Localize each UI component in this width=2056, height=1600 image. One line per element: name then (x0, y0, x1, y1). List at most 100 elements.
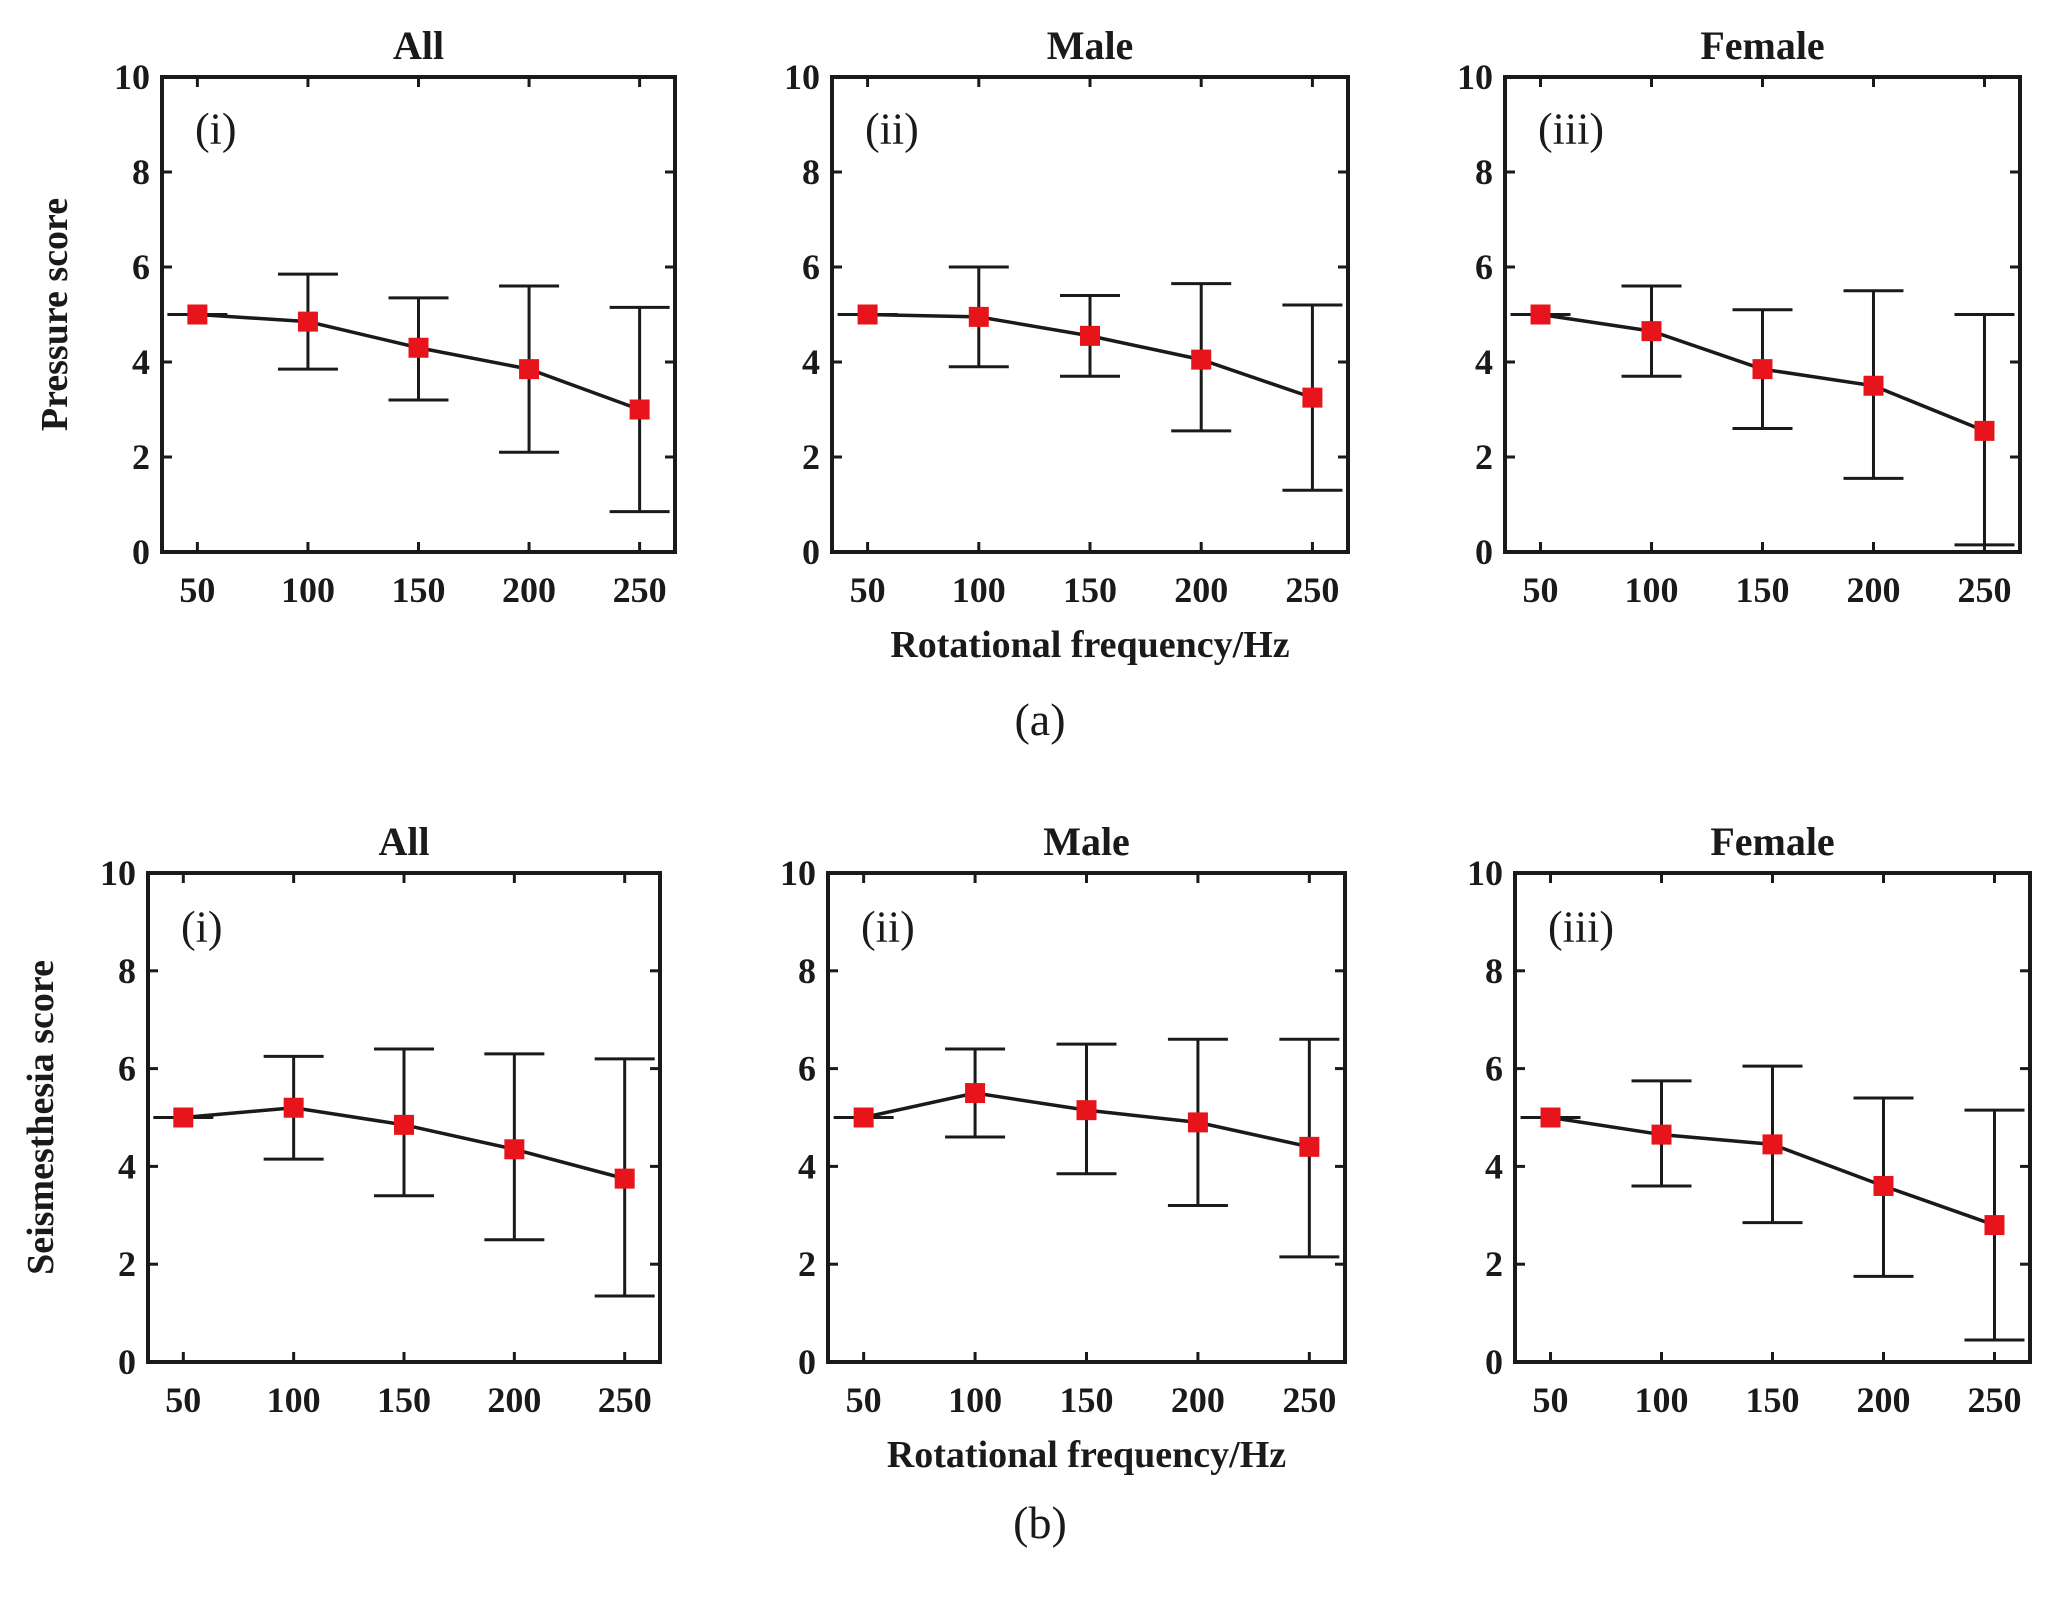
y-axis-label: Seismesthesia score (20, 960, 62, 1275)
data-point (283, 1097, 304, 1118)
y-tick-label: 8 (798, 951, 816, 991)
y-tick-label: 10 (780, 853, 816, 893)
data-point (1762, 1134, 1783, 1155)
x-tick-label: 200 (1171, 1380, 1225, 1420)
x-tick-label: 100 (267, 1380, 321, 1420)
panel-title: All (393, 23, 444, 68)
x-tick-label: 200 (1846, 570, 1900, 610)
data-point (1863, 375, 1884, 396)
y-tick-label: 4 (118, 1146, 136, 1186)
y-tick-label: 0 (118, 1342, 136, 1382)
x-tick-label: 250 (1282, 1380, 1336, 1420)
panel-label: (i) (195, 105, 237, 154)
x-tick-label: 150 (1060, 1380, 1114, 1420)
data-point (1984, 1215, 2005, 1236)
y-tick-label: 8 (118, 951, 136, 991)
data-point (408, 337, 429, 358)
x-tick-label: 100 (1625, 570, 1679, 610)
data-point (1540, 1107, 1561, 1128)
panel-label: (i) (181, 902, 223, 951)
y-tick-label: 4 (802, 342, 820, 382)
x-tick-label: 50 (850, 570, 886, 610)
y-tick-label: 4 (1485, 1146, 1503, 1186)
x-tick-label: 150 (1063, 570, 1117, 610)
panel-label: (iii) (1548, 902, 1614, 951)
figure-tag-a: (a) (1014, 694, 1065, 745)
data-point (968, 306, 989, 327)
x-tick-label: 100 (1635, 1380, 1689, 1420)
x-tick-label: 50 (179, 570, 215, 610)
x-tick-label: 250 (1285, 570, 1339, 610)
x-tick-label: 200 (487, 1380, 541, 1420)
y-tick-label: 6 (798, 1049, 816, 1089)
y-tick-label: 8 (802, 152, 820, 192)
y-tick-label: 2 (798, 1244, 816, 1284)
panel-title: Male (1043, 819, 1130, 864)
data-point (519, 359, 540, 380)
y-tick-label: 10 (784, 57, 820, 97)
y-tick-label: 6 (1485, 1049, 1503, 1089)
data-point (504, 1139, 525, 1160)
x-tick-label: 50 (846, 1380, 882, 1420)
data-point (1076, 1100, 1097, 1121)
y-tick-label: 8 (1475, 152, 1493, 192)
data-point (1191, 349, 1212, 370)
y-tick-label: 2 (802, 437, 820, 477)
y-tick-label: 0 (132, 532, 150, 572)
y-tick-label: 4 (132, 342, 150, 382)
y-tick-label: 4 (798, 1146, 816, 1186)
x-tick-label: 150 (1736, 570, 1790, 610)
x-tick-label: 50 (1523, 570, 1559, 610)
data-point (1641, 321, 1662, 342)
y-tick-label: 0 (1475, 532, 1493, 572)
data-point (1873, 1175, 1894, 1196)
x-tick-label: 50 (1533, 1380, 1569, 1420)
panel-b-female: Female (iii) 0 2 4 6 8 10 50 100 150 200 250 (1467, 819, 2032, 1420)
panel-a-female: Female (iii) 0 2 4 6 8 10 50 100 150 200 250 (1457, 23, 2022, 610)
y-tick-label: 6 (802, 247, 820, 287)
data-point (1530, 304, 1551, 325)
x-axis-label: Rotational frequency/Hz (890, 624, 1289, 666)
x-tick-label: 200 (1174, 570, 1228, 610)
data-point (1651, 1124, 1672, 1145)
x-tick-label: 100 (948, 1380, 1002, 1420)
panel-b-all: All (i) 0 2 4 6 8 10 50 100 150 200 250 Seismesthesia… (20, 819, 662, 1420)
data-point (1080, 325, 1100, 346)
y-tick-label: 0 (802, 532, 820, 572)
x-tick-label: 150 (1746, 1380, 1800, 1420)
y-tick-label: 10 (100, 853, 136, 893)
panel-label: (ii) (865, 105, 919, 154)
data-point (187, 304, 208, 325)
y-tick-label: 2 (132, 437, 150, 477)
data-point (1299, 1136, 1320, 1157)
panel-label: (iii) (1538, 105, 1604, 154)
x-tick-label: 250 (1957, 570, 2011, 610)
y-tick-label: 6 (1475, 247, 1493, 287)
panel-a-all: All (i) 0 2 4 6 8 10 50 100 150 200 250 Pressure scor… (34, 23, 677, 610)
figure-tag-b: (b) (1013, 1497, 1067, 1548)
x-tick-label: 250 (613, 570, 667, 610)
data-point (629, 399, 650, 420)
y-tick-label: 2 (118, 1244, 136, 1284)
data-point (1302, 387, 1323, 408)
y-tick-label: 8 (1485, 951, 1503, 991)
data-point (297, 311, 318, 332)
x-tick-label: 100 (281, 570, 335, 610)
x-tick-label: 50 (165, 1380, 201, 1420)
panel-title: Female (1700, 23, 1824, 68)
x-tick-label: 150 (377, 1380, 431, 1420)
x-tick-label: 200 (502, 570, 556, 610)
y-axis-label: Pressure score (34, 198, 76, 431)
panel-title: Male (1047, 23, 1134, 68)
y-tick-label: 0 (1485, 1342, 1503, 1382)
panel-b-male: Male (ii) 0 2 4 6 8 10 50 100 150 200 250 Rotational … (780, 819, 1347, 1476)
data-point (1187, 1112, 1208, 1133)
y-tick-label: 2 (1475, 437, 1493, 477)
panel-title: Female (1710, 819, 1834, 864)
panel-a-male: Male (ii) 0 2 4 6 8 10 50 100 150 200 250 Rotational … (784, 23, 1350, 666)
data-point (1752, 359, 1773, 380)
panel-label: (ii) (861, 902, 915, 951)
x-tick-label: 200 (1856, 1380, 1910, 1420)
